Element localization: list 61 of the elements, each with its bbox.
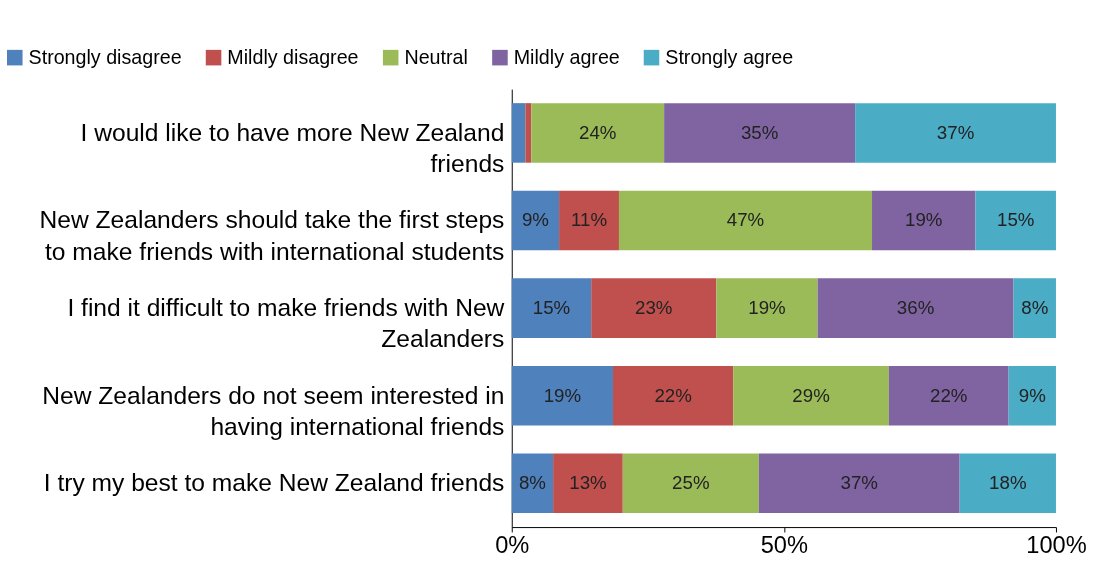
bar xyxy=(511,278,592,338)
data-label: 11% xyxy=(571,209,608,231)
data-label: 37% xyxy=(840,472,878,494)
bar xyxy=(872,190,976,251)
bar xyxy=(531,103,665,163)
bar xyxy=(553,453,623,514)
data-label: 9% xyxy=(1018,384,1046,406)
bar xyxy=(733,365,889,426)
data-label: 19% xyxy=(543,384,582,406)
data-label: 22% xyxy=(930,384,968,406)
x-tick-label: 0% xyxy=(495,532,530,559)
bar xyxy=(511,103,526,163)
legend-label: Neutral xyxy=(404,45,468,68)
data-label: 24% xyxy=(579,121,617,143)
data-label: 36% xyxy=(896,297,935,319)
bar xyxy=(511,190,560,251)
legend-label: Mildly disagree xyxy=(227,45,359,68)
y-tick-label: I try my best to make New Zealand friends xyxy=(43,469,505,497)
y-tick-label: New Zealanders should take the first steps to make friends with international students xyxy=(39,206,505,265)
bar xyxy=(525,103,532,163)
x-tick-label: 100% xyxy=(1026,532,1087,559)
bar xyxy=(511,365,613,426)
bar xyxy=(591,278,717,338)
bar xyxy=(855,103,1056,163)
y-tick-label: I find it difficult to make friends with New Zealanders xyxy=(67,293,505,353)
data-label: 47% xyxy=(726,209,765,231)
x-tick-label: 50% xyxy=(760,532,808,559)
data-label: 22% xyxy=(654,384,692,406)
bar xyxy=(1008,365,1056,426)
data-label: 35% xyxy=(740,121,779,143)
data-label: 19% xyxy=(748,297,786,319)
bar xyxy=(559,190,619,251)
bar xyxy=(511,453,554,514)
legend-label: Strongly agree xyxy=(665,45,794,68)
bar xyxy=(664,103,856,163)
data-label: 25% xyxy=(672,472,710,494)
legend-label: Strongly disagree xyxy=(28,45,182,68)
bar xyxy=(618,190,873,251)
data-label: 37% xyxy=(936,121,975,143)
data-label: 19% xyxy=(905,209,943,231)
bar xyxy=(758,453,960,514)
data-label: 8% xyxy=(1021,297,1049,319)
bar xyxy=(716,278,818,338)
data-label: 9% xyxy=(521,209,549,231)
data-label: 29% xyxy=(792,384,830,406)
bar xyxy=(817,278,1014,338)
bar xyxy=(1013,278,1056,338)
bar xyxy=(888,365,1009,426)
y-tick-label: New Zealanders do not seem interested in having international friends xyxy=(42,381,505,441)
bar xyxy=(975,190,1056,251)
bar xyxy=(959,453,1056,514)
bar xyxy=(612,365,734,426)
y-tick-label: I would like to have more New Zealand friends xyxy=(80,118,505,178)
data-label: 13% xyxy=(569,472,607,494)
bar xyxy=(622,453,759,514)
legend-label: Mildly agree xyxy=(513,45,620,68)
data-label: 18% xyxy=(989,472,1027,494)
data-label: 15% xyxy=(532,297,571,319)
data-label: 23% xyxy=(635,297,673,319)
data-label: 15% xyxy=(996,209,1035,231)
data-label: 8% xyxy=(518,472,546,494)
